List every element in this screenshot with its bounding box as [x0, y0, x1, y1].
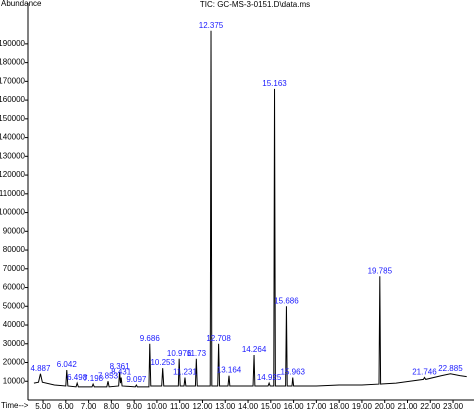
- peak-label: 9.686: [140, 334, 161, 343]
- x-tick-label: 10.00: [147, 402, 168, 410]
- x-tick-label: 18.00: [329, 402, 350, 410]
- y-tick-label: 140000: [0, 133, 26, 142]
- y-tick-label: 120000: [0, 170, 26, 179]
- y-tick-label: 90000: [3, 226, 26, 235]
- y-tick-label: 50000: [3, 301, 26, 310]
- peak-label: 6.042: [57, 360, 78, 369]
- peak-label: 8.431: [111, 368, 132, 377]
- y-tick-label: 70000: [3, 264, 26, 273]
- x-tick-label: 21.00: [397, 402, 418, 410]
- y-tick-label: 30000: [3, 339, 26, 348]
- x-tick-label: 11.00: [170, 402, 190, 410]
- peak-label: 8.361: [110, 362, 131, 371]
- peak-label: 14.264: [242, 345, 267, 354]
- y-tick-label: 10000: [3, 376, 26, 385]
- peak-label: 4.887: [30, 364, 51, 373]
- peak-label: 7.198: [83, 374, 104, 383]
- peak-label: 11.73: [187, 349, 207, 358]
- peak-label: 22.885: [438, 364, 463, 373]
- x-tick-label: 17.00: [306, 402, 327, 410]
- peak-label: 11.231: [173, 368, 197, 377]
- peak-label: 15.963: [281, 368, 306, 377]
- y-tick-label: 190000: [0, 39, 26, 48]
- tic-line: [33, 30, 467, 388]
- y-tick-label: 180000: [0, 58, 26, 67]
- x-tick-label: 6.00: [58, 402, 74, 410]
- x-tick-label: 14.00: [238, 402, 259, 410]
- peak-label: 12.375: [199, 21, 224, 30]
- x-tick-label: 13.00: [215, 402, 236, 410]
- y-tick-label: 110000: [0, 189, 26, 198]
- peak-label: 14.925: [257, 373, 282, 382]
- x-tick-label: 15.00: [261, 402, 282, 410]
- x-tick-label: 20.00: [375, 402, 396, 410]
- x-tick-label: 5.00: [35, 402, 51, 410]
- x-tick-label: 16.00: [284, 402, 305, 410]
- peak-label: 19.785: [368, 266, 393, 275]
- x-tick-label: 7.00: [81, 402, 97, 410]
- peak-label: 10.253: [150, 358, 175, 367]
- x-axis-label: Time-->: [1, 401, 29, 410]
- chart-title: TIC: GC-MS-3-0151.D\data.ms: [200, 0, 310, 9]
- x-tick-label: 22.00: [420, 402, 441, 410]
- peak-label: 12.708: [206, 334, 231, 343]
- y-tick-label: 20000: [3, 358, 26, 367]
- y-tick-label: 100000: [0, 208, 26, 217]
- y-tick-label: 130000: [0, 151, 26, 160]
- y-tick-label: 160000: [0, 95, 26, 104]
- y-tick-label: 170000: [0, 76, 26, 85]
- x-tick-label: 12.00: [192, 402, 213, 410]
- peak-label: 13.164: [217, 366, 242, 375]
- y-tick-label: 80000: [3, 245, 26, 254]
- x-tick-label: 23.00: [443, 402, 464, 410]
- peak-label: 7.853: [98, 371, 119, 380]
- peak-label: 10.976: [167, 349, 192, 358]
- x-tick-label: 9.00: [126, 402, 142, 410]
- y-axis-label: Abundance: [1, 0, 42, 8]
- peak-label: 15.163: [262, 79, 287, 88]
- y-tick-label: 60000: [3, 283, 26, 292]
- peak-label: 21.746: [412, 368, 437, 377]
- x-tick-label: 8.00: [104, 402, 120, 410]
- peak-label: 6.498: [67, 373, 88, 382]
- y-tick-label: 150000: [0, 114, 26, 123]
- x-tick-label: 19.00: [352, 402, 373, 410]
- peak-label: 9.097: [126, 375, 147, 384]
- y-tick-label: 40000: [3, 320, 26, 329]
- peak-label: 15.686: [274, 296, 299, 305]
